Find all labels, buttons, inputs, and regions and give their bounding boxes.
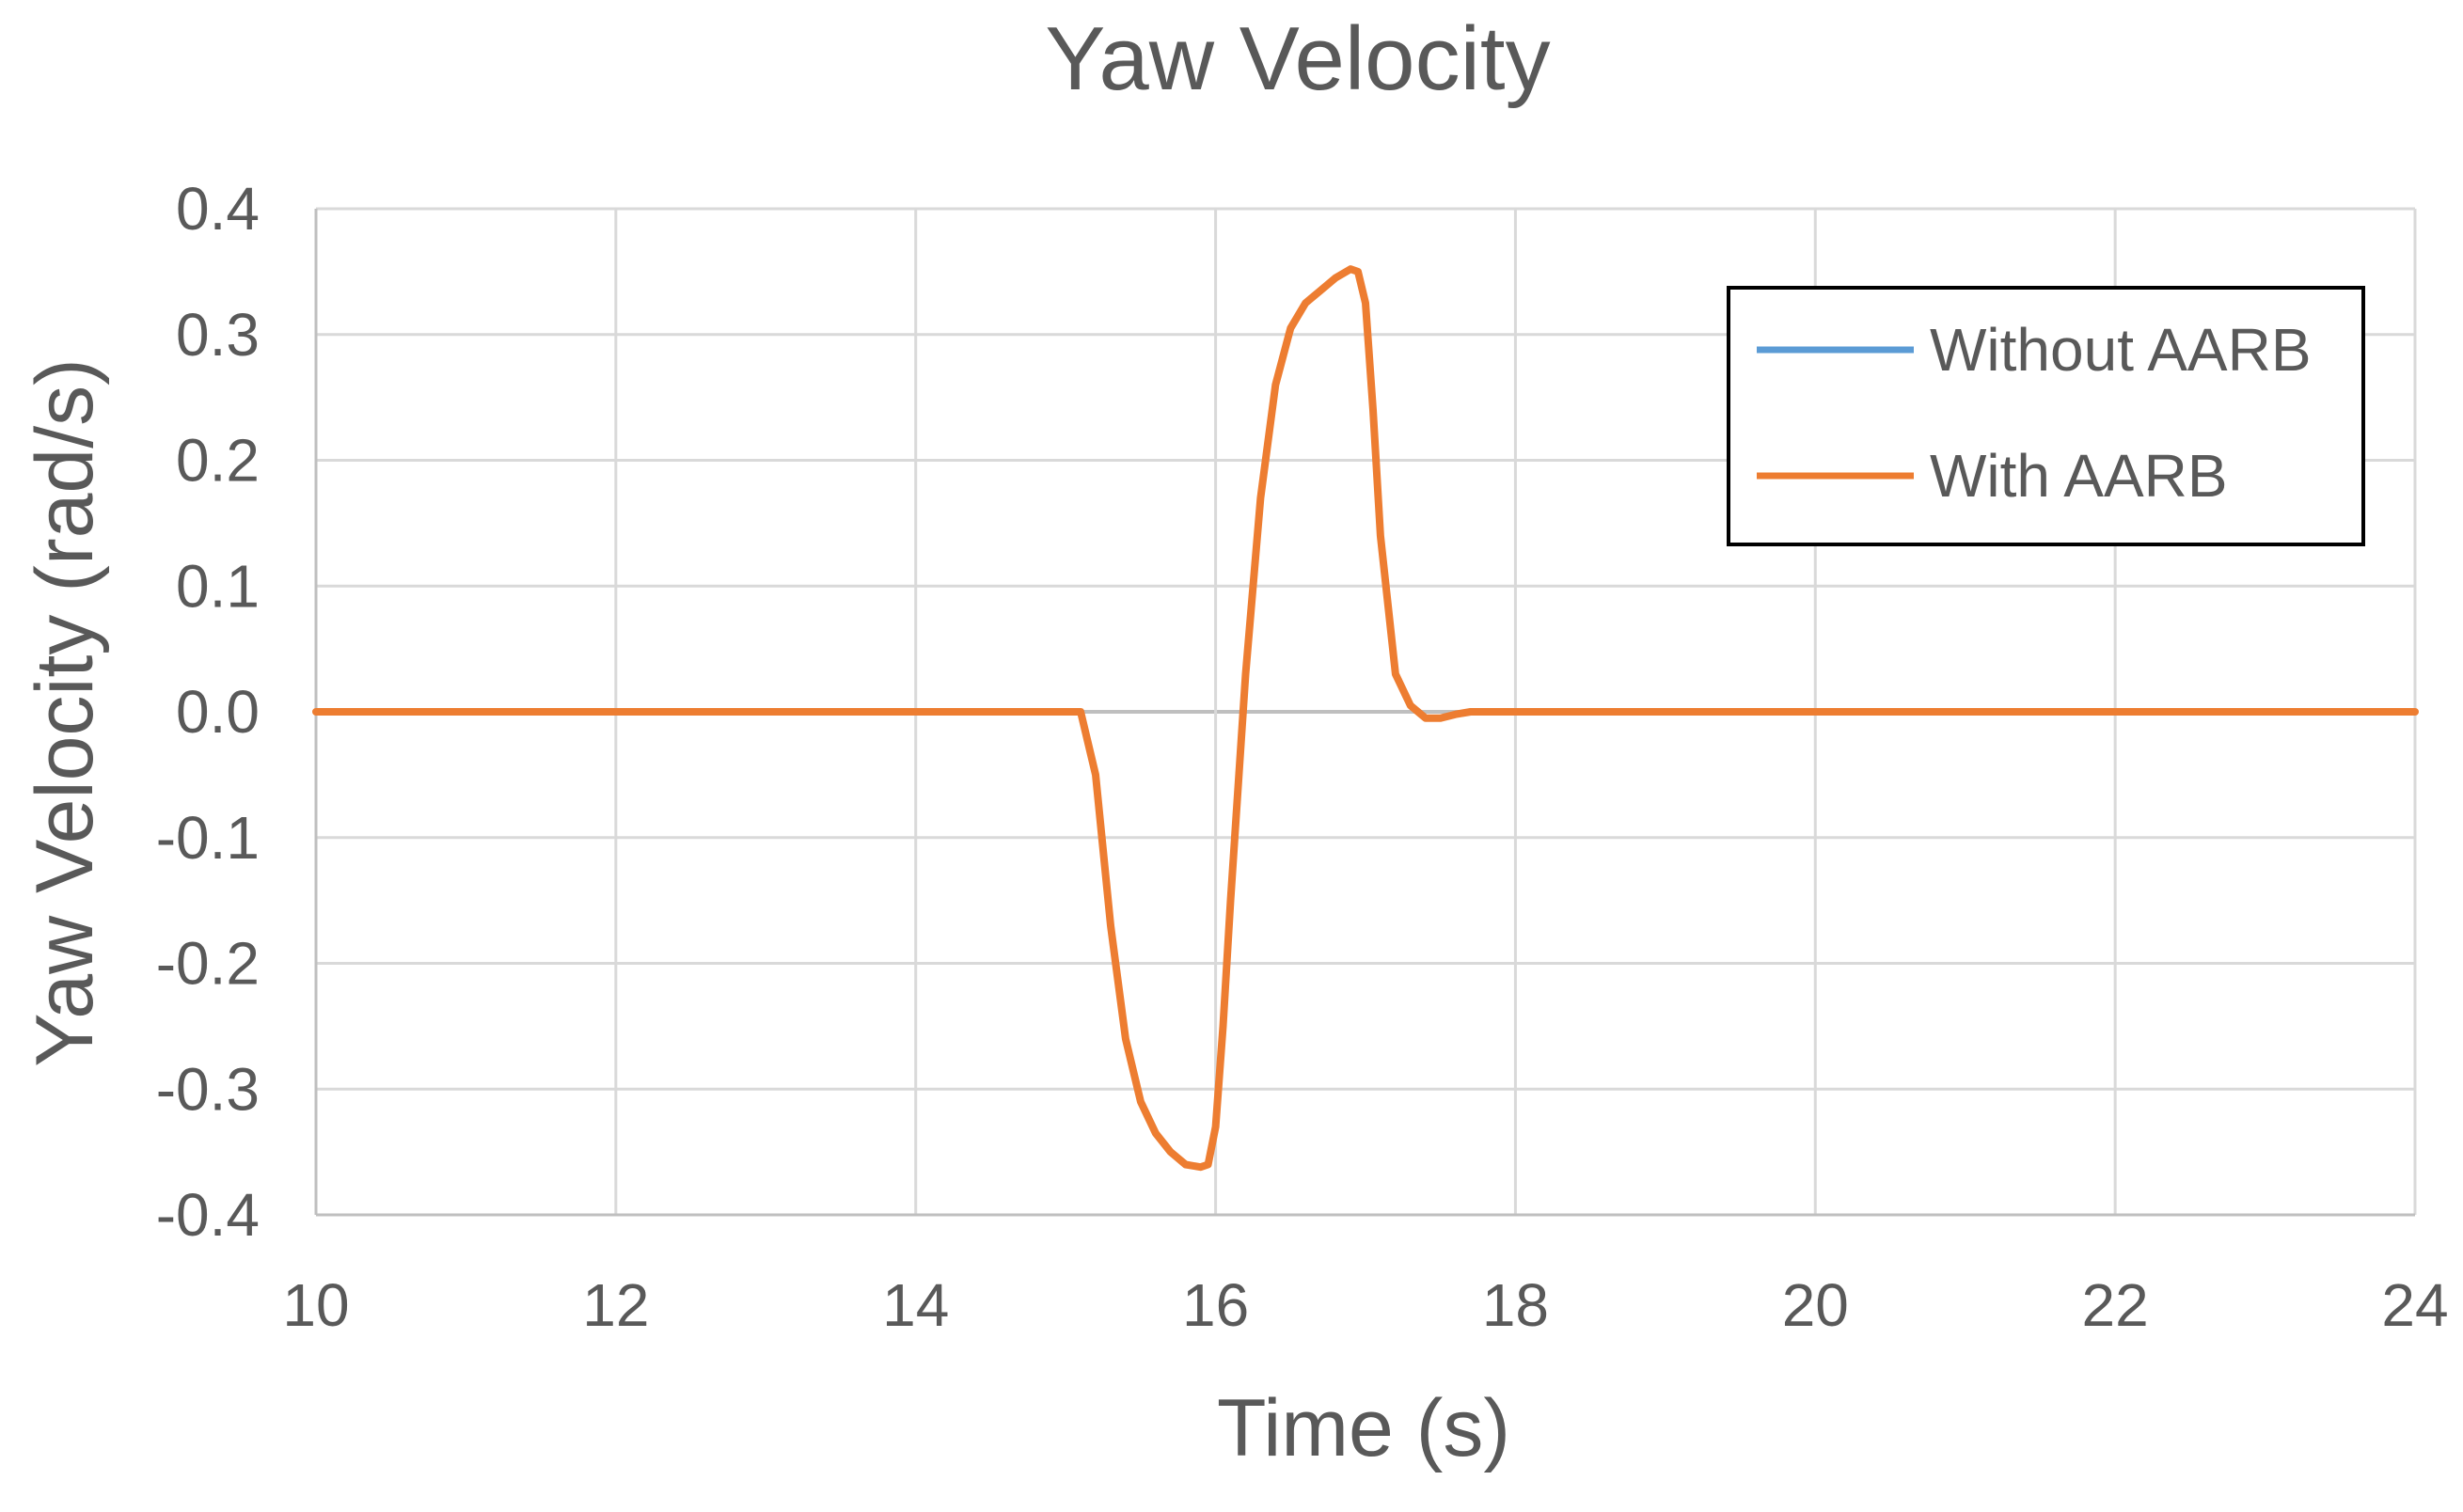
y-tick-label: -0.2 <box>156 930 260 998</box>
y-tick-label: 0.3 <box>176 301 260 369</box>
y-tick-label: -0.3 <box>156 1055 260 1123</box>
legend: Without AARB With AARB <box>1727 286 2365 546</box>
legend-label-without-aarb: Without AARB <box>1930 316 2312 384</box>
y-tick-label: 0.1 <box>176 552 260 620</box>
chart-title: Yaw Velocity <box>1045 8 1550 109</box>
y-tick-label: 0.4 <box>176 175 260 243</box>
legend-label-with-aarb: With AARB <box>1930 442 2228 510</box>
y-tick-label: 0.2 <box>176 427 260 495</box>
x-tick-label: 14 <box>882 1271 949 1339</box>
y-tick-label: 0.0 <box>176 678 260 746</box>
x-tick-label: 18 <box>1482 1271 1549 1339</box>
x-axis-label: Time (s) <box>1217 1383 1510 1473</box>
y-tick-label: -0.4 <box>156 1181 260 1249</box>
x-tick-label: 10 <box>282 1271 349 1339</box>
y-axis-label: Yaw Velocity (rad/s) <box>20 358 110 1067</box>
series-lines <box>312 265 2419 1172</box>
series-line-with-aarb <box>312 265 2419 1172</box>
tick-labels: -0.4 -0.3 -0.2 -0.1 0.0 0.1 0.2 0.3 0.4 10 12 14 16 1… <box>156 175 2449 1339</box>
x-tick-label: 16 <box>1182 1271 1249 1339</box>
x-tick-label: 24 <box>2381 1271 2448 1339</box>
x-tick-label: 20 <box>1782 1271 1849 1339</box>
legend-box <box>1727 286 2365 546</box>
x-tick-label: 22 <box>2082 1271 2149 1339</box>
y-tick-label: -0.1 <box>156 804 260 872</box>
x-tick-label: 12 <box>582 1271 649 1339</box>
